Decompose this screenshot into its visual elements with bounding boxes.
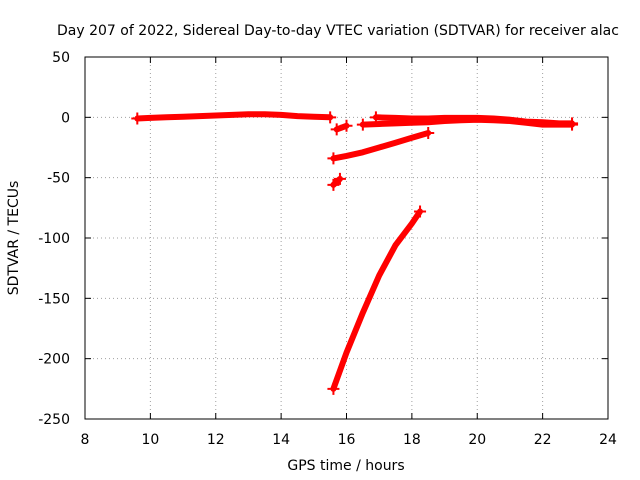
data-trace-2	[330, 119, 353, 136]
trace-band	[372, 114, 575, 127]
data-trace-3	[327, 172, 346, 191]
chart-title: Day 207 of 2022, Sidereal Day-to-day VTE…	[57, 23, 619, 39]
x-tick-label: 16	[338, 432, 356, 448]
plus-marker	[422, 127, 435, 140]
data-trace-7	[369, 111, 579, 130]
x-tick-label: 12	[207, 432, 225, 448]
plus-marker	[369, 111, 382, 124]
plus-marker	[327, 382, 340, 395]
data-trace-4	[327, 127, 435, 165]
y-axis-label: SDTVAR / TECUs	[6, 181, 22, 296]
x-tick-label: 10	[141, 432, 159, 448]
plot-frame	[84, 56, 609, 420]
y-tick-label: 50	[52, 50, 70, 66]
plus-marker	[414, 205, 427, 218]
plus-marker	[356, 118, 369, 131]
trace-band	[134, 111, 334, 122]
x-axis-label: GPS time / hours	[287, 458, 404, 474]
axis-ticks: 8 10 12 14 16 18 20 22 24 50 0 -50 -100 -150 -200 -250	[38, 50, 617, 448]
plus-marker	[340, 119, 353, 132]
data-series	[131, 111, 579, 395]
plus-marker	[324, 111, 337, 124]
plus-marker	[131, 112, 144, 125]
trace-band	[330, 175, 343, 188]
x-tick-label: 22	[534, 432, 552, 448]
y-tick-label: -150	[38, 291, 70, 307]
grid-lines	[85, 57, 608, 419]
y-tick-label: -100	[38, 231, 70, 247]
data-trace-1	[131, 111, 337, 125]
data-trace-5	[327, 205, 427, 395]
plus-marker	[327, 152, 340, 165]
y-tick-label: -50	[47, 171, 70, 187]
y-tick-label: -200	[38, 352, 70, 368]
plus-marker	[330, 123, 343, 136]
plus-marker	[333, 172, 346, 185]
y-tick-label: 0	[61, 110, 70, 126]
x-tick-label: 18	[403, 432, 421, 448]
x-tick-label: 8	[81, 432, 90, 448]
x-tick-label: 24	[599, 432, 617, 448]
x-tick-label: 20	[468, 432, 486, 448]
plus-marker	[327, 178, 340, 191]
trace-band	[330, 130, 432, 162]
x-tick-label: 14	[272, 432, 290, 448]
y-tick-label: -250	[38, 412, 70, 428]
trace-band	[330, 208, 423, 392]
plus-marker	[566, 117, 579, 130]
